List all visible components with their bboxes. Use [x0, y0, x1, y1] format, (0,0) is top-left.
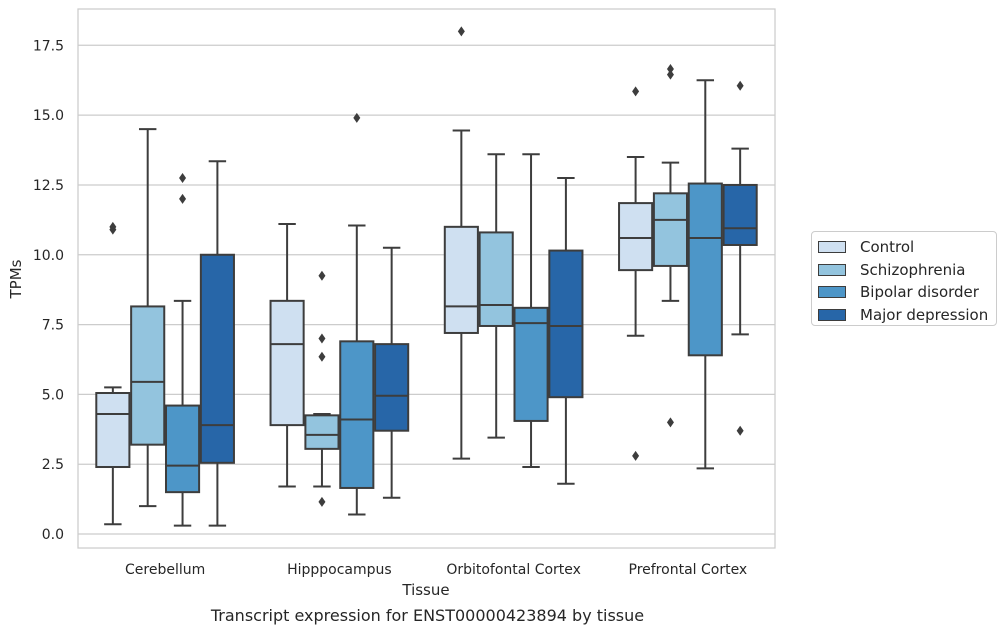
box-iqr — [339, 340, 375, 489]
box-0-1 — [130, 128, 166, 508]
box-iqr — [269, 299, 305, 427]
box-0-2 — [164, 172, 201, 527]
outlier-point — [318, 270, 326, 281]
legend-item-major-depression: Major depression — [818, 304, 996, 327]
x-tick-label: Cerebellum — [125, 562, 205, 578]
box-2-0 — [443, 26, 479, 460]
outlier-point — [632, 86, 640, 97]
legend-swatch-schizophrenia — [818, 263, 846, 276]
outlier-point — [736, 425, 744, 436]
y-tick-label: 17.5 — [33, 38, 64, 54]
box-iqr — [130, 305, 166, 446]
y-tick-label: 15.0 — [33, 108, 64, 124]
outlier-point — [179, 172, 187, 183]
box-2-2 — [513, 153, 549, 469]
legend-item-bipolar-disorder: Bipolar disorder — [818, 281, 996, 304]
outlier-point — [666, 64, 674, 75]
box-iqr — [513, 306, 549, 422]
legend-item-control: Control — [818, 236, 996, 259]
legend-label-schizophrenia: Schizophrenia — [860, 260, 966, 279]
y-tick-label: 10.0 — [33, 248, 64, 264]
box-0-3 — [199, 160, 235, 527]
y-tick-label: 5.0 — [42, 387, 64, 403]
box-1-1 — [304, 270, 340, 507]
x-tick-label: Hipppocampus — [287, 562, 392, 578]
box-iqr — [199, 253, 235, 464]
outlier-point — [666, 69, 674, 80]
legend: Control Schizophrenia Bipolar disorder M… — [811, 231, 997, 326]
chart-caption: Transcript expression for ENST0000042389… — [210, 606, 645, 625]
y-tick-label: 2.5 — [42, 457, 64, 473]
box-1-0 — [269, 223, 305, 488]
box-0-0 — [95, 221, 131, 526]
box-3-3 — [722, 80, 758, 436]
box-iqr — [95, 392, 131, 469]
box-1-3 — [374, 246, 410, 499]
legend-swatch-bipolar-disorder — [818, 286, 846, 299]
box-iqr — [687, 182, 723, 357]
outlier-point — [318, 496, 326, 507]
legend-label-bipolar-disorder: Bipolar disorder — [860, 283, 979, 302]
box-3-0 — [618, 86, 654, 461]
outlier-point — [318, 351, 326, 362]
legend-item-schizophrenia: Schizophrenia — [818, 259, 996, 282]
box-iqr — [304, 414, 340, 450]
box-series — [95, 26, 758, 527]
box-iqr — [374, 343, 410, 432]
y-tick-label: 0.0 — [42, 527, 64, 543]
box-iqr — [722, 183, 758, 246]
y-tick-label: 12.5 — [33, 178, 64, 194]
box-iqr — [618, 202, 654, 272]
outlier-point — [632, 450, 640, 461]
y-axis-label: TPMs — [7, 259, 25, 299]
box-iqr — [548, 249, 584, 399]
box-2-1 — [478, 153, 514, 439]
legend-label-major-depression: Major depression — [860, 305, 989, 324]
legend-label-control: Control — [860, 238, 915, 257]
outlier-point — [179, 193, 187, 204]
x-axis-label: Tissue — [401, 581, 449, 599]
box-3-2 — [687, 79, 723, 470]
y-tick-label: 7.5 — [42, 318, 64, 334]
box-2-3 — [548, 176, 584, 485]
outlier-point — [736, 80, 744, 91]
x-tick-label: Orbitofontal Cortex — [446, 562, 581, 578]
outlier-point — [109, 221, 117, 232]
outlier-point — [666, 417, 674, 428]
box-1-2 — [339, 112, 375, 516]
box-iqr — [164, 404, 201, 494]
y-tick-labels: 0.0 2.5 5.0 7.5 10.0 12.5 15.0 17.5 — [33, 38, 64, 543]
box-iqr — [478, 231, 514, 327]
x-tick-labels: Cerebellum Hipppocampus Orbitofontal Corte… — [125, 562, 747, 578]
legend-swatch-major-depression — [818, 308, 846, 321]
legend-swatch-control — [818, 241, 846, 254]
box-iqr — [652, 192, 689, 267]
x-tick-label: Prefrontal Cortex — [629, 562, 748, 578]
plot-frame — [77, 8, 776, 549]
outlier-point — [353, 112, 361, 123]
outlier-point — [457, 26, 465, 37]
box-3-1 — [652, 64, 689, 428]
box-iqr — [443, 225, 479, 334]
outlier-point — [318, 333, 326, 344]
